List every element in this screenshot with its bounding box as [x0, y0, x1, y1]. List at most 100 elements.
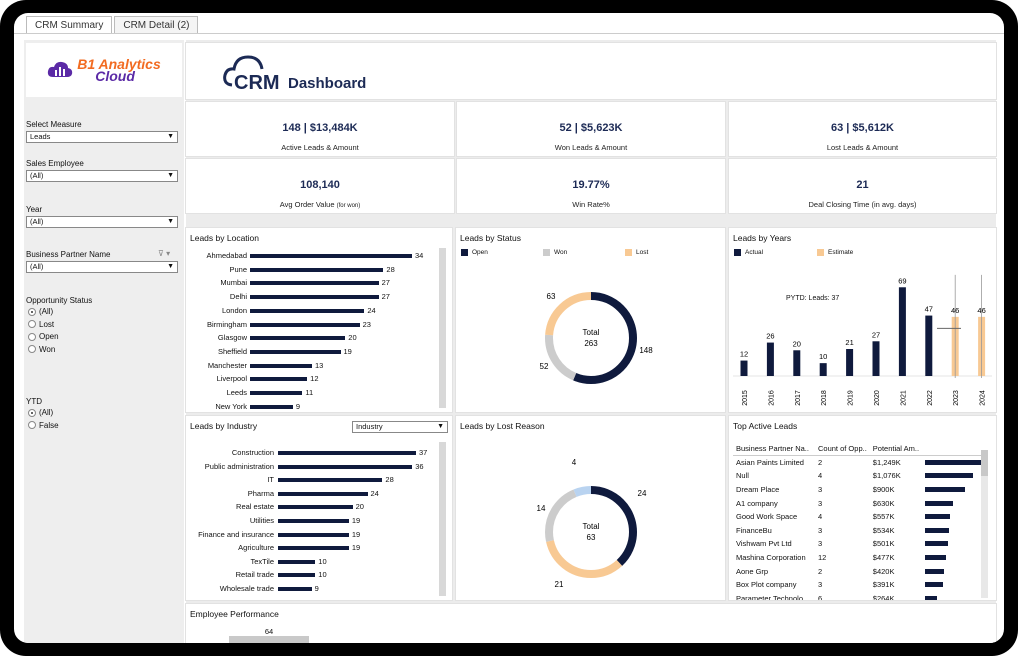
- years-bar-value: 21: [845, 338, 853, 347]
- years-bar[interactable]: [846, 349, 854, 376]
- years-legend-item[interactable]: Actual: [734, 249, 763, 256]
- industry-bar[interactable]: [278, 573, 316, 578]
- year-select[interactable]: (All) ▼: [26, 216, 178, 228]
- status-legend-item[interactable]: Lost: [625, 249, 648, 256]
- kpi-value: 21: [856, 179, 869, 191]
- lost-reason-slice[interactable]: [545, 486, 637, 578]
- status-donut-chart: 148 52 63 Total 263: [540, 292, 653, 384]
- filter-sidebar: B1 Analytics Cloud Select Measure Leads ▼…: [24, 40, 184, 643]
- status-legend-item[interactable]: Open: [461, 249, 488, 256]
- table-row[interactable]: Parameter Technolo... 6 $264K: [733, 592, 984, 600]
- bp-label: Business Partner Name: [26, 250, 111, 259]
- chevron-down-icon: ▼: [167, 218, 174, 225]
- industry-bar[interactable]: [278, 532, 349, 537]
- radio-icon[interactable]: [28, 345, 36, 353]
- status-option[interactable]: Open: [28, 332, 59, 341]
- industry-value: 19: [351, 529, 361, 539]
- table-header-cell[interactable]: Business Partner Na..: [733, 442, 815, 457]
- years-bar[interactable]: [898, 287, 906, 376]
- industry-scrollbar[interactable]: [439, 442, 446, 596]
- years-bar[interactable]: [819, 363, 827, 376]
- years-bar[interactable]: [872, 341, 880, 376]
- radio-icon[interactable]: [28, 320, 36, 328]
- years-bar[interactable]: [740, 360, 748, 376]
- table-header-cell: [922, 442, 985, 457]
- industry-bar[interactable]: [278, 559, 316, 564]
- chevron-down-icon: ▼: [437, 423, 444, 430]
- table-row[interactable]: Aone Grp 2 $420K: [733, 564, 984, 578]
- location-bar[interactable]: [250, 308, 365, 313]
- industry-bar[interactable]: [278, 505, 353, 510]
- industry-bar[interactable]: [278, 451, 416, 455]
- measure-select[interactable]: Leads ▼: [26, 131, 178, 143]
- status-legend-item[interactable]: Won: [543, 249, 567, 256]
- years-bar[interactable]: [793, 350, 801, 376]
- location-bar[interactable]: [250, 267, 384, 272]
- industry-bar[interactable]: [278, 478, 383, 483]
- employee-card: Employee Performance 64: [186, 604, 996, 643]
- table-row[interactable]: Dream Place 3 $900K: [733, 483, 984, 497]
- status-option[interactable]: (All): [28, 307, 53, 316]
- top-leads-scrollbar[interactable]: [981, 450, 988, 598]
- location-bar[interactable]: [250, 322, 360, 327]
- employee-select[interactable]: (All) ▼: [26, 170, 178, 182]
- kpi-label: Win Rate%: [457, 200, 725, 209]
- radio-icon[interactable]: [28, 408, 36, 417]
- radio-icon[interactable]: [28, 421, 36, 429]
- tab-crm-summary[interactable]: CRM Summary: [26, 16, 113, 34]
- radio-icon[interactable]: [28, 307, 36, 316]
- years-bar[interactable]: [925, 315, 933, 376]
- status-option[interactable]: Won: [28, 345, 55, 354]
- location-bar[interactable]: [250, 349, 341, 354]
- lost-reason-slice[interactable]: [545, 486, 637, 578]
- industry-label: Wholesale trade: [219, 584, 274, 593]
- radio-icon[interactable]: [28, 332, 36, 341]
- industry-bar[interactable]: [278, 519, 349, 523]
- status-slice[interactable]: [545, 292, 637, 384]
- location-bar[interactable]: [250, 391, 303, 395]
- table-header-cell[interactable]: Count of Opp..: [815, 442, 870, 457]
- lead-count-cell: 3: [818, 539, 823, 549]
- lead-bar-cell: [922, 483, 984, 497]
- industry-bar[interactable]: [278, 587, 312, 591]
- years-legend-item[interactable]: Estimate: [817, 249, 853, 256]
- tab-crm-detail[interactable]: CRM Detail (2): [114, 16, 199, 34]
- years-tick-label: 2018: [821, 390, 828, 406]
- location-bar[interactable]: [250, 404, 293, 409]
- table-row[interactable]: Null 4 $1,076K: [733, 469, 984, 483]
- table-row[interactable]: Good Work Space 4 $557K: [733, 510, 984, 524]
- years-bar[interactable]: [766, 342, 774, 376]
- industry-bar[interactable]: [278, 546, 349, 551]
- location-value: 9: [295, 401, 301, 411]
- industry-dropdown[interactable]: Industry ▼: [352, 421, 448, 433]
- ytd-option[interactable]: (All): [28, 408, 53, 417]
- filter-funnel-icon[interactable]: ⊽ ▾: [158, 249, 171, 258]
- table-row[interactable]: Mashina Corporation 12 $477K: [733, 551, 984, 565]
- location-bar[interactable]: [250, 363, 312, 368]
- location-label: Manchester: [207, 360, 247, 370]
- lost-reason-slice[interactable]: [545, 486, 637, 578]
- table-row[interactable]: Asian Paints Limited 2 $1,249K: [733, 456, 984, 470]
- table-header-cell[interactable]: Potential Am..: [869, 442, 923, 457]
- table-row[interactable]: Vishwam Pvt Ltd 3 $501K: [733, 537, 984, 551]
- table-row[interactable]: FinanceBu 3 $534K: [733, 524, 984, 538]
- location-scrollbar[interactable]: [439, 248, 446, 408]
- status-chart-card: Leads by Status Open Won Lost 148 52 63 Total…: [456, 228, 725, 412]
- industry-bar[interactable]: [278, 491, 368, 496]
- location-bar[interactable]: [250, 377, 308, 382]
- location-bar[interactable]: [250, 336, 346, 341]
- years-bar-value: 10: [819, 352, 827, 361]
- lost-reason-slice-label: 24: [638, 489, 647, 498]
- ytd-option[interactable]: False: [28, 421, 59, 430]
- status-slice[interactable]: [545, 292, 637, 384]
- table-row[interactable]: Box Plot company 3 $391K: [733, 578, 984, 592]
- bp-select[interactable]: (All) ▼: [26, 261, 178, 273]
- location-bar[interactable]: [250, 281, 379, 286]
- location-bar[interactable]: [250, 295, 379, 300]
- measure-label: Select Measure: [26, 120, 82, 129]
- industry-bar[interactable]: [278, 464, 413, 469]
- table-row[interactable]: A1 company 3 $630K: [733, 496, 984, 510]
- location-bar[interactable]: [250, 254, 412, 258]
- status-option[interactable]: Lost: [28, 320, 54, 329]
- top-leads-scroll-thumb[interactable]: [981, 450, 988, 476]
